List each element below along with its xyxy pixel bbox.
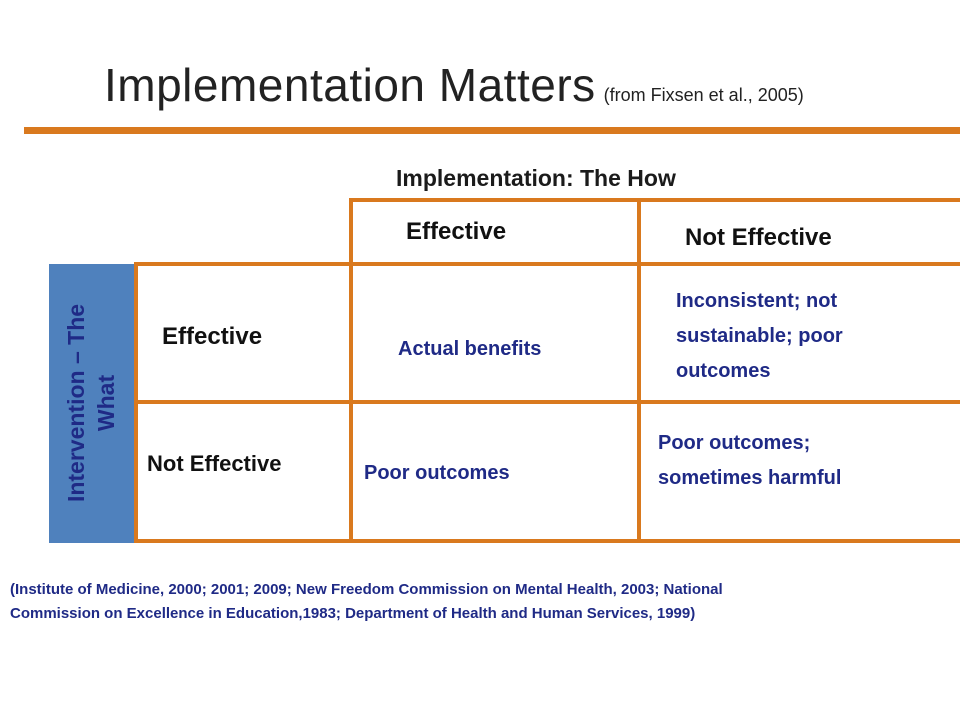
row-header-not-effective: Not Effective xyxy=(147,451,282,476)
row-axis-bar xyxy=(49,264,134,543)
cell-effective-effective: Actual benefits xyxy=(398,338,542,360)
grid-line-bottom xyxy=(134,539,960,543)
citation-footnote: (Institute of Medicine, 2000; 2001; 2009… xyxy=(10,581,723,622)
row-axis-label: Intervention – The What xyxy=(63,303,119,503)
grid-line-middle xyxy=(134,400,960,404)
title-underline xyxy=(24,127,960,134)
cell-not-effective-effective: Poor outcomes xyxy=(364,462,510,484)
grid-line-left xyxy=(134,262,138,543)
grid-line-col-2 xyxy=(637,198,641,543)
row-header-effective: Effective xyxy=(162,323,263,350)
column-header-effective: Effective xyxy=(406,218,507,245)
grid-line-top-rows xyxy=(134,262,960,266)
grid-line-top-columns xyxy=(351,198,960,202)
column-header-not-effective: Not Effective xyxy=(685,224,832,251)
cell-effective-not-effective: Inconsistent; not sustainable; poor outc… xyxy=(676,290,843,382)
title-source: (from Fixsen et al., 2005) xyxy=(603,85,804,105)
title-main: Implementation Matters xyxy=(104,59,596,111)
column-axis-label: Implementation: The How xyxy=(396,165,676,191)
cell-not-effective-not-effective: Poor outcomes; sometimes harmful xyxy=(658,432,842,489)
grid-line-col-1 xyxy=(349,198,353,543)
slide-title: Implementation Matters (from Fixsen et al… xyxy=(104,58,804,112)
